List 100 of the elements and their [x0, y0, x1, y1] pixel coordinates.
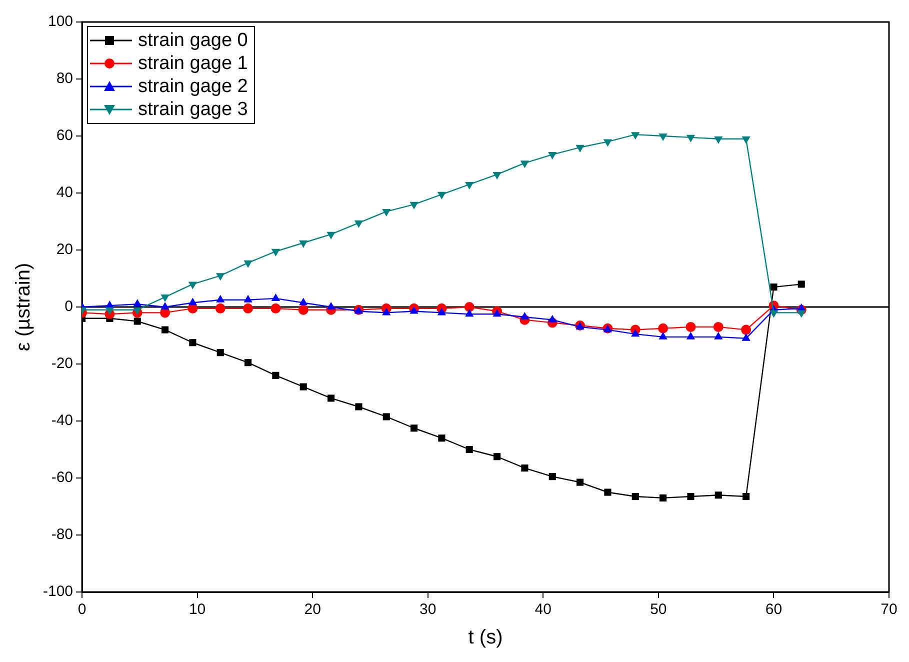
point — [410, 306, 418, 314]
point — [299, 298, 308, 306]
y-tick-label: 100 — [48, 13, 74, 30]
point — [658, 323, 668, 334]
point — [576, 144, 584, 152]
point — [548, 473, 556, 480]
legend-label: strain gage 0 — [138, 30, 248, 52]
x-tick-label: 50 — [650, 601, 667, 618]
legend-label: strain gage 1 — [138, 52, 248, 74]
point — [466, 446, 473, 454]
point — [465, 182, 474, 190]
point — [714, 332, 723, 340]
point — [687, 492, 694, 500]
point — [741, 324, 752, 335]
point — [355, 403, 362, 410]
point — [658, 134, 668, 141]
point — [216, 349, 224, 356]
point — [742, 333, 750, 341]
x-tick-label: 40 — [534, 601, 552, 618]
point — [216, 273, 225, 281]
point — [188, 298, 198, 306]
point — [410, 424, 418, 432]
x-tick-label: 0 — [78, 601, 86, 618]
point — [271, 248, 280, 256]
y-tick-label: 20 — [56, 241, 74, 258]
point — [603, 139, 612, 147]
point — [105, 307, 114, 315]
point — [410, 202, 418, 210]
point — [272, 372, 280, 379]
point — [160, 294, 170, 302]
y-tick-label: -100 — [42, 583, 74, 600]
point — [520, 160, 530, 168]
legend-label: strain gage 2 — [138, 76, 248, 98]
point — [465, 309, 474, 317]
point — [770, 284, 778, 291]
point — [299, 240, 308, 248]
point — [188, 282, 198, 290]
y-tick-label: -20 — [51, 355, 74, 372]
point — [521, 464, 528, 472]
x-tick-label: 30 — [420, 601, 436, 618]
y-tick-label: -80 — [51, 526, 74, 544]
point — [437, 308, 446, 316]
point — [160, 302, 170, 310]
point — [742, 492, 750, 500]
point — [713, 322, 724, 332]
point — [216, 294, 225, 302]
point — [298, 304, 308, 315]
point — [133, 299, 142, 307]
point — [494, 453, 501, 460]
point — [576, 478, 584, 486]
point — [244, 294, 252, 302]
point — [161, 326, 169, 334]
point — [798, 280, 805, 288]
point — [686, 332, 696, 340]
x-tick-label: 10 — [188, 601, 206, 618]
x-tick-label: 60 — [765, 601, 782, 618]
point — [797, 310, 806, 318]
point — [632, 492, 639, 500]
x-tick-label: 70 — [880, 601, 898, 618]
point — [215, 303, 226, 314]
point — [133, 307, 142, 315]
point — [660, 494, 667, 502]
point — [520, 312, 530, 320]
y-tick-label: 80 — [56, 70, 74, 88]
point — [354, 220, 364, 228]
y-tick-label: 40 — [56, 184, 74, 202]
y-axis-title: ε (µstrain) — [12, 262, 35, 352]
point — [631, 132, 640, 140]
point — [742, 136, 750, 144]
point — [382, 308, 391, 316]
y-tick-label: -40 — [51, 412, 74, 430]
point — [769, 310, 778, 318]
point — [714, 136, 723, 144]
point — [244, 260, 252, 268]
point — [492, 309, 502, 317]
point — [243, 303, 254, 314]
point — [714, 492, 722, 499]
point — [134, 318, 141, 325]
point — [382, 209, 391, 217]
point — [604, 488, 612, 496]
point — [492, 172, 502, 180]
legend-label: strain gage 3 — [138, 98, 248, 120]
point — [548, 152, 557, 160]
y-tick-label: -60 — [51, 469, 74, 486]
y-tick-label: 0 — [64, 298, 74, 316]
point — [464, 302, 474, 312]
point — [382, 413, 390, 420]
point — [270, 303, 281, 314]
y-tick-label: 60 — [56, 127, 74, 144]
point — [327, 394, 335, 402]
point — [244, 359, 252, 366]
point — [437, 192, 446, 200]
x-axis-title: t (s) — [468, 626, 503, 649]
point — [548, 314, 557, 322]
point — [658, 332, 668, 340]
point — [326, 302, 336, 310]
point — [631, 329, 640, 337]
x-tick-label: 20 — [304, 601, 321, 618]
point — [189, 339, 196, 346]
point — [686, 134, 696, 142]
